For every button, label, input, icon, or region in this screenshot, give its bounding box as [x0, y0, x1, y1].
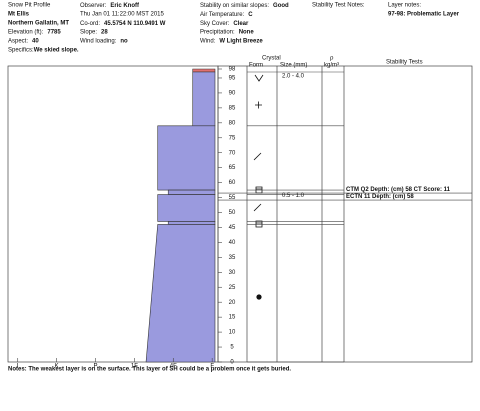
field-label: Observer: — [80, 3, 107, 9]
stability-test: CTM Q2 Depth: (cm) 58 CT Score: 11 — [346, 187, 451, 193]
field-label: Aspect: — [8, 38, 28, 44]
y-tick-label: 80 — [229, 120, 236, 126]
x-tick-label: K — [55, 364, 59, 370]
y-tick-label: 60 — [229, 180, 236, 186]
field-value: Clear — [233, 20, 249, 26]
header-text: Layer notes: — [388, 3, 421, 9]
y-tick-label: 35 — [229, 255, 236, 261]
col-head: Size (mm) — [280, 63, 307, 69]
header-text: Thu Jan 01 11:22:00 MST 2015 — [80, 11, 164, 17]
header-field: Sky Cover: Clear — [200, 20, 249, 26]
x-tick-label: F — [210, 364, 214, 370]
crystal-symbol — [253, 152, 262, 161]
notes: Notes: The weakest layer is on the surfa… — [8, 367, 291, 373]
header-field: Specifics:We skied slope. — [8, 47, 79, 53]
field-label: Wind: — [200, 38, 216, 44]
col-head: kg/m³ — [324, 63, 339, 69]
header-text: 97-98: Problematic Layer — [388, 11, 460, 17]
crystal-symbol — [256, 294, 262, 300]
header-text: Stability Test Notes: — [312, 3, 365, 9]
header-field: Air Temperature: C — [200, 11, 253, 17]
field-value: 40 — [32, 38, 39, 44]
crystal-symbol — [255, 220, 263, 228]
y-tick-label: 98 — [229, 67, 236, 73]
col-head: Form — [249, 63, 263, 69]
field-label: Air Temperature: — [200, 11, 245, 17]
y-tick-label: 75 — [229, 135, 236, 141]
crystal-symbol — [255, 101, 262, 109]
y-tick-label: 30 — [229, 270, 236, 276]
crystal-symbol — [254, 74, 264, 82]
y-tick-label: 45 — [229, 225, 236, 231]
grain-size: 0.5 - 1.0 — [282, 193, 305, 199]
field-label: Slope: — [80, 29, 97, 35]
y-tick-label: 25 — [229, 285, 236, 291]
field-value: C — [248, 11, 253, 17]
header-field: Stability on similar slopes: Good — [200, 3, 289, 9]
col-head: Stability Tests — [386, 60, 423, 66]
y-tick-label: 5 — [230, 345, 234, 351]
crystal-symbols — [253, 74, 264, 300]
hardness-layer — [157, 125, 216, 191]
header-field: Observer: Eric Knoff — [80, 3, 140, 9]
header-text: Snow Pit Profile — [8, 3, 51, 9]
crystal-symbol — [253, 203, 262, 212]
field-label: Specifics: — [8, 47, 34, 53]
hardness-layer — [145, 224, 216, 363]
field-label: Wind loading: — [80, 38, 117, 44]
header-field: Wind: W Light Breeze — [200, 38, 263, 44]
y-tick-label: 15 — [229, 315, 236, 321]
header-text: Mt Ellis — [8, 11, 30, 17]
header-field: Slope: 28 — [80, 29, 108, 35]
y-tick-label: 10 — [229, 330, 236, 336]
header-field: Elevation (ft): 7785 — [8, 29, 61, 35]
field-label: Stability on similar slopes: — [200, 3, 269, 9]
hardness-layer — [167, 221, 216, 225]
field-value: We skied slope. — [34, 47, 79, 53]
y-tick-label: 55 — [229, 195, 236, 201]
hardness-layer — [157, 194, 216, 222]
x-tick-label: P — [93, 364, 97, 370]
y-tick-label: 50 — [229, 210, 236, 216]
field-value: Eric Knoff — [110, 3, 140, 9]
field-value: None — [239, 29, 255, 35]
field-label: Elevation (ft): — [8, 29, 44, 35]
header-field: Precipitation: None — [200, 29, 254, 35]
x-tick-label: 4F — [170, 364, 177, 370]
field-value: 7785 — [47, 29, 61, 35]
grain-size: 2.0 - 4.0 — [282, 74, 305, 80]
field-value: W Light Breeze — [219, 38, 263, 44]
y-tick-label: 90 — [229, 90, 236, 96]
x-tick-label: 1F — [131, 364, 138, 370]
x-tick-label: I — [17, 364, 19, 370]
hardness-layer — [167, 189, 216, 195]
stability-test: ECTN 11 Depth: (cm) 58 — [346, 194, 414, 200]
col-head: Crystal — [262, 56, 281, 62]
field-label: Sky Cover: — [200, 20, 230, 26]
header-text: Northern Gallatin, MT — [8, 20, 69, 26]
y-tick-label: 70 — [229, 150, 236, 156]
hardness-layer — [192, 71, 216, 127]
y-tick-label: 85 — [229, 105, 236, 111]
field-value: no — [120, 38, 128, 44]
header-field: Aspect: 40 — [8, 38, 39, 44]
y-tick-label: 20 — [229, 300, 236, 306]
field-label: Co-ord: — [80, 20, 100, 26]
hardness-layer — [192, 68, 216, 73]
col-head: ρ — [330, 56, 334, 62]
y-tick-label: 95 — [229, 76, 236, 82]
y-tick-label: 40 — [229, 240, 236, 246]
header-field: Wind loading: no — [80, 38, 128, 44]
field-value: 28 — [101, 29, 108, 35]
field-value: 45.5754 N 110.9491 W — [104, 20, 166, 26]
field-value: Good — [273, 3, 289, 9]
y-tick-label: 65 — [229, 165, 236, 171]
field-label: Precipitation: — [200, 29, 235, 35]
table-frame — [217, 65, 473, 363]
header-field: Co-ord: 45.5754 N 110.9491 W — [80, 20, 166, 26]
y-tick-label: 0 — [230, 360, 234, 366]
